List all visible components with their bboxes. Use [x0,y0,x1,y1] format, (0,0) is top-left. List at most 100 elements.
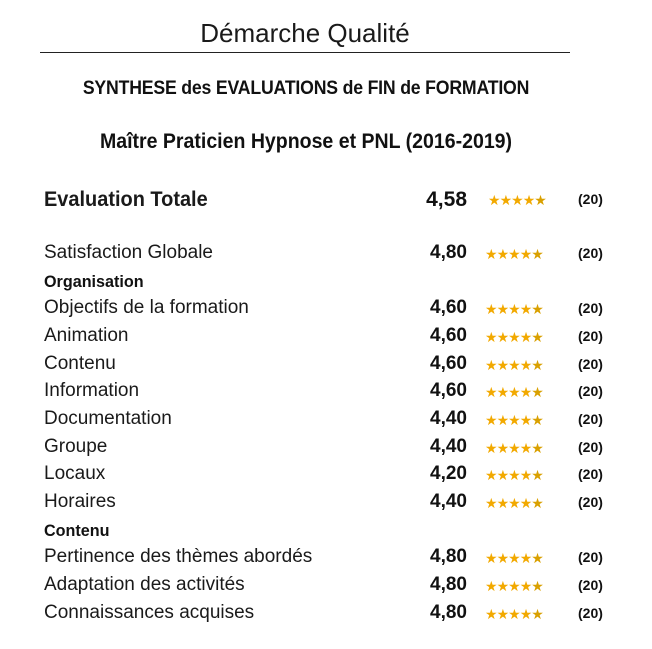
response-count: (20) [578,439,603,455]
star-icon: ★ [519,329,533,345]
star-rating: ★★★★★ [485,246,544,263]
section-heading-organisation: Organisation [44,272,144,291]
star-icon: ★ [496,578,510,594]
list-item: Adaptation des activités 4,80 ★★★★★ (20) [44,574,614,600]
response-count: (20) [578,411,603,427]
star-rating: ★★★★★ [485,329,544,346]
row-score: 4,80 [430,574,467,595]
star-rating: ★★★★★ [485,301,544,318]
total-evaluation-row: Evaluation Totale 4,58 ★★★★★ (20) [44,188,614,214]
response-count: (20) [578,549,603,565]
list-item: Groupe 4,40 ★★★★★ (20) [44,436,614,462]
star-icon: ★ [531,440,544,456]
row-label: Locaux [44,463,106,484]
star-icon: ★ [519,495,533,511]
star-rating: ★★★★★ [485,440,544,457]
star-icon: ★ [508,606,521,622]
star-icon: ★ [519,301,533,317]
response-count: (20) [578,191,603,207]
star-icon: ★ [488,192,501,208]
list-item: Pertinence des thèmes abordés 4,80 ★★★★★… [44,546,614,572]
star-icon: ★ [496,495,510,511]
star-icon: ★ [519,440,533,456]
row-score: 4,40 [430,491,467,512]
row-score: 4,60 [430,380,467,401]
response-count: (20) [578,605,603,621]
star-icon: ★ [485,384,498,400]
row-label: Groupe [44,436,108,457]
star-icon: ★ [485,357,498,373]
star-icon: ★ [508,412,521,428]
star-icon: ★ [511,192,524,208]
star-icon: ★ [485,467,498,483]
row-label: Evaluation Totale [44,188,208,211]
star-icon: ★ [519,467,533,483]
row-label: Contenu [44,353,116,374]
star-rating: ★★★★★ [485,467,544,484]
row-score: 4,40 [430,408,467,429]
response-count: (20) [578,577,603,593]
star-icon: ★ [531,578,544,594]
star-icon: ★ [508,467,521,483]
list-item: Horaires 4,40 ★★★★★ (20) [44,491,614,517]
star-icon: ★ [508,440,521,456]
star-icon: ★ [522,192,536,208]
row-score: 4,80 [430,602,467,623]
star-icon: ★ [485,606,498,622]
response-count: (20) [578,245,603,261]
response-count: (20) [578,328,603,344]
star-icon: ★ [531,495,544,511]
row-label: Horaires [44,491,116,512]
star-icon: ★ [519,578,533,594]
star-icon: ★ [519,246,533,262]
row-score: 4,80 [430,242,467,263]
response-count: (20) [578,300,603,316]
star-icon: ★ [531,467,544,483]
page-title: Démarche Qualité [200,18,410,48]
list-item: Objectifs de la formation 4,60 ★★★★★ (20… [44,297,614,323]
course-title: Maître Praticien Hypnose et PNL (2016-20… [99,130,513,153]
row-score: 4,60 [430,353,467,374]
row-score: 4,60 [430,325,467,346]
response-count: (20) [578,383,603,399]
row-label: Documentation [44,408,172,429]
row-label: Connaissances acquises [44,602,255,623]
star-icon: ★ [485,301,498,317]
star-icon: ★ [496,357,510,373]
star-icon: ★ [485,246,498,262]
star-icon: ★ [496,550,510,566]
response-count: (20) [578,466,603,482]
star-icon: ★ [531,246,544,262]
row-label: Satisfaction Globale [44,242,213,263]
star-icon: ★ [531,301,544,317]
list-item: Animation 4,60 ★★★★★ (20) [44,325,614,351]
star-icon: ★ [508,357,521,373]
star-rating: ★★★★★ [485,606,544,623]
star-icon: ★ [508,495,521,511]
list-item: Contenu 4,60 ★★★★★ (20) [44,353,614,379]
row-label: Information [44,380,140,401]
star-icon: ★ [534,192,547,208]
star-icon: ★ [485,578,498,594]
response-count: (20) [578,356,603,372]
star-icon: ★ [519,606,533,622]
star-icon: ★ [519,550,533,566]
row-score: 4,20 [430,463,467,484]
star-icon: ★ [508,246,521,262]
satisfaction-row: Satisfaction Globale 4,80 ★★★★★ (20) [44,242,614,268]
star-icon: ★ [508,301,521,317]
section-heading-contenu: Contenu [44,521,110,540]
star-icon: ★ [519,384,533,400]
row-label: Animation [44,325,129,346]
row-label: Objectifs de la formation [44,297,249,318]
list-item: Connaissances acquises 4,80 ★★★★★ (20) [44,602,614,628]
star-icon: ★ [496,440,510,456]
star-icon: ★ [496,467,510,483]
row-label: Pertinence des thèmes abordés [44,546,313,567]
star-icon: ★ [531,550,544,566]
header-divider [40,52,570,53]
star-icon: ★ [485,329,498,345]
response-count: (20) [578,494,603,510]
star-icon: ★ [485,412,498,428]
star-icon: ★ [519,412,533,428]
